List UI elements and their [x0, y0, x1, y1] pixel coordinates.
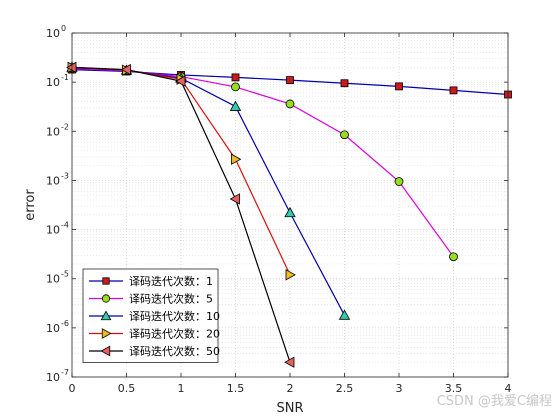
data-point: [285, 99, 295, 109]
data-point: [100, 345, 111, 357]
y-tick-label: 10: [46, 125, 60, 138]
legend-label: 译码迭代次数：10: [129, 309, 220, 323]
data-point: [101, 328, 112, 339]
legend-label: 译码迭代次数：50: [129, 344, 220, 358]
y-tick-label: 10: [46, 224, 60, 237]
legend-item: 译码迭代次数：50: [89, 344, 220, 358]
y-tick-exponent: -1: [61, 73, 69, 82]
y-tick-label: 10: [46, 273, 60, 286]
data-point: [66, 61, 77, 74]
data-point: [284, 356, 295, 368]
legend: 译码迭代次数：1 译码迭代次数：5 译码迭代次数：10 译码迭代次数：20 译码迭代次数…: [82, 268, 220, 363]
data-point: [285, 269, 296, 281]
x-tick-label: 2.5: [336, 382, 354, 395]
data-point: [120, 63, 131, 76]
data-point: [231, 73, 240, 82]
data-point: [229, 100, 242, 111]
y-tick-label: 10: [46, 27, 60, 40]
x-tick-label: 0: [69, 382, 76, 395]
series-5: [66, 61, 295, 368]
axis-ticks: [71, 32, 509, 378]
legend-label: 译码迭代次数：1: [129, 274, 213, 288]
y-tick-exponent: -7: [61, 368, 69, 377]
x-tick-label: 3.5: [445, 382, 463, 395]
data-point: [340, 79, 349, 88]
data-point: [231, 153, 242, 165]
data-point: [394, 177, 404, 186]
x-tick-label: 4: [505, 382, 512, 395]
data-point: [449, 252, 458, 262]
y-axis-label: error: [23, 189, 38, 221]
data-point: [449, 86, 458, 95]
x-tick-label: 2: [287, 382, 294, 395]
y-tick-exponent: -5: [61, 270, 69, 279]
data-point: [100, 310, 112, 321]
x-axis-label: SNR: [276, 401, 303, 416]
y-tick-label: 10: [46, 322, 60, 335]
data-point: [175, 75, 186, 87]
watermark: CSDN @我爱C编程: [437, 394, 552, 409]
x-tick-label: 1: [178, 382, 185, 395]
y-tick-label: 10: [46, 76, 60, 89]
legend-label: 译码迭代次数：20: [129, 327, 220, 341]
x-tick-labels: 0 0.5 1 1.5 2 2.5 3 3.5 4: [69, 382, 512, 395]
series-layer: [66, 61, 512, 368]
data-point: [229, 193, 240, 205]
x-tick-label: 0.5: [118, 382, 136, 395]
y-tick-exponent: -2: [61, 122, 69, 131]
data-point: [102, 277, 110, 285]
data-point: [231, 82, 240, 92]
legend-label: 译码迭代次数：5: [129, 292, 213, 306]
y-tick-exponent: -6: [61, 319, 69, 328]
data-point: [284, 206, 296, 218]
legend-item: 译码迭代次数：20: [89, 327, 220, 341]
y-tick-exponent: -4: [61, 221, 69, 230]
x-tick-label: 3: [396, 382, 403, 395]
data-point: [286, 76, 294, 85]
data-point: [340, 130, 349, 140]
y-tick-exponent: -3: [61, 171, 69, 180]
y-tick-label: 10: [46, 371, 60, 384]
data-point: [101, 294, 111, 303]
legend-item: 译码迭代次数：1: [89, 274, 213, 288]
data-point: [338, 309, 351, 320]
x-tick-label: 1.5: [227, 382, 245, 395]
data-point: [395, 82, 403, 91]
legend-item: 译码迭代次数：10: [89, 309, 220, 323]
legend-item: 译码迭代次数：5: [89, 292, 213, 306]
y-tick-label: 10: [46, 174, 60, 187]
y-tick-exponent: 0: [61, 24, 66, 33]
